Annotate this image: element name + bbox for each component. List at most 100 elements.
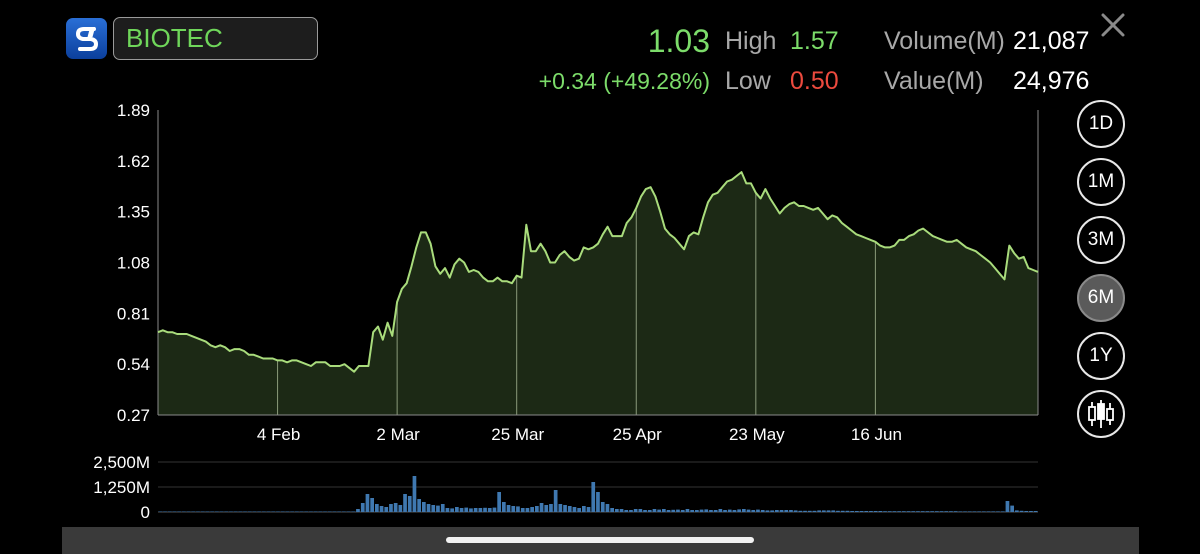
volume-bar: [572, 507, 577, 512]
volume-bar: [483, 507, 487, 512]
volume-bar: [455, 507, 459, 512]
volume-bar: [229, 511, 233, 512]
volume-bar: [582, 506, 586, 512]
volume-bar: [492, 507, 497, 512]
low-label: Low: [725, 67, 771, 95]
volume-bar: [831, 510, 836, 512]
volume-bar: [812, 510, 817, 512]
range-button-1m[interactable]: 1M: [1077, 158, 1125, 206]
volume-bar: [252, 511, 257, 512]
volume-bar: [615, 509, 619, 512]
volume-bar: [977, 511, 981, 512]
range-button-1y[interactable]: 1Y: [1077, 332, 1125, 380]
volume-bar: [257, 511, 261, 512]
volume-bar: [855, 511, 859, 512]
volume-bar: [337, 511, 341, 512]
volume-bar: [822, 510, 826, 512]
volume-bar: [850, 511, 854, 512]
volume-bar: [563, 505, 567, 512]
volume-bar: [883, 511, 887, 512]
volume-bar: [318, 511, 323, 512]
volume-bar: [798, 510, 803, 512]
volume-bar: [638, 509, 643, 512]
volume-bar: [784, 510, 789, 512]
volume-bar: [906, 511, 911, 512]
volume-bar: [958, 511, 963, 512]
volume-bar: [356, 509, 360, 512]
volume-bar: [920, 511, 925, 512]
y-tick-label: 1.08: [117, 254, 150, 273]
volume-bar: [487, 508, 492, 512]
range-button-3m[interactable]: 3M: [1077, 216, 1125, 264]
volume-bar: [789, 510, 793, 512]
volume-bar: [577, 508, 581, 512]
volume-bar: [539, 503, 544, 512]
volume-bar: [775, 510, 779, 512]
close-icon: [1101, 13, 1125, 37]
volume-bar: [916, 511, 920, 512]
range-button-6m[interactable]: 6M: [1077, 274, 1125, 322]
volume-bar: [450, 508, 454, 512]
ticker-search-input[interactable]: [113, 17, 318, 60]
volume-bar: [205, 511, 210, 512]
volume-bar: [676, 509, 680, 512]
volume-bar: [737, 509, 741, 512]
volume-bar: [530, 507, 534, 512]
app-logo[interactable]: [66, 18, 107, 59]
high-value: 1.57: [790, 27, 839, 55]
volume-bar: [586, 507, 591, 512]
candlestick-toggle-button[interactable]: [1077, 390, 1125, 438]
y-tick-label: 0.54: [117, 355, 150, 374]
volume-bar: [742, 509, 746, 512]
volume-bar: [939, 511, 944, 512]
volume-bar: [817, 510, 821, 512]
volume-bar: [991, 511, 996, 512]
price-line: [157, 171, 1039, 373]
volume-bar: [351, 511, 356, 512]
x-tick-label: 16 Jun: [851, 425, 902, 444]
volume-bar: [859, 511, 864, 512]
volume-bar: [473, 508, 478, 512]
volume-bar: [986, 511, 991, 512]
volume-bar: [779, 510, 784, 512]
volume-bar: [417, 499, 421, 512]
volume-bar: [657, 509, 661, 512]
volume-bar: [864, 511, 869, 512]
volume-bar: [332, 511, 337, 512]
volume-bar: [629, 510, 633, 512]
volume-bar: [996, 511, 1000, 512]
volume-bar: [1005, 501, 1010, 512]
volume-bar: [647, 510, 652, 512]
volume-bar: [963, 511, 967, 512]
volume-bar: [299, 511, 304, 512]
volume-bar: [186, 511, 191, 512]
y-tick-label: 1.62: [117, 152, 150, 171]
volume-bar: [346, 511, 351, 512]
volume-bar: [873, 511, 878, 512]
volume-bar: [407, 496, 412, 512]
volume-bar: [699, 509, 704, 512]
volume-bar: [930, 511, 934, 512]
volume-bar: [243, 511, 247, 512]
volume-bar: [967, 511, 972, 512]
close-button[interactable]: [1100, 12, 1126, 38]
home-indicator[interactable]: [446, 537, 754, 543]
volume-bar: [247, 511, 252, 512]
volume-bar: [309, 511, 313, 512]
volume-bar: [1010, 505, 1014, 512]
volume-bar: [327, 511, 332, 512]
volume-bar: [878, 511, 883, 512]
volume-bar: [436, 505, 440, 512]
volume-bar: [370, 498, 374, 512]
range-button-1d[interactable]: 1D: [1077, 100, 1125, 148]
volume-bar: [619, 509, 624, 512]
volume-bar: [1024, 511, 1029, 512]
price-area-fill: [158, 172, 1038, 415]
volume-bar: [826, 510, 831, 512]
volume-bar: [1033, 511, 1038, 512]
volume-bar: [525, 508, 530, 512]
volume-bar: [746, 509, 751, 512]
volume-bar: [680, 510, 685, 512]
volume-bar: [935, 511, 939, 512]
